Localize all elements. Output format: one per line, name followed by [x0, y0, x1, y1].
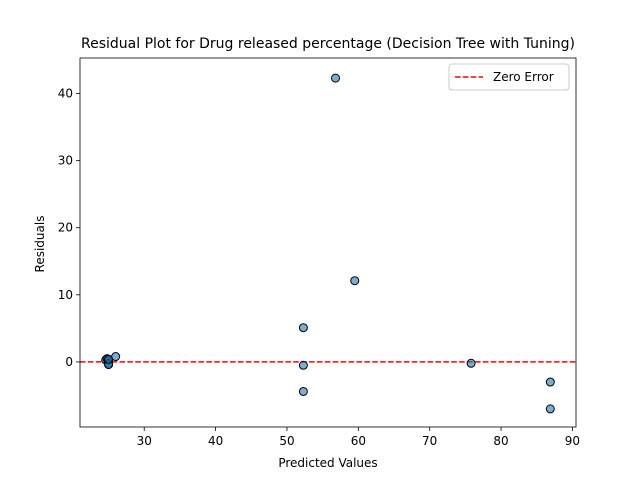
x-tick-label: 50 [279, 434, 294, 448]
data-point [545, 377, 555, 387]
y-tick-label: 40 [58, 87, 73, 101]
x-axis-label: Predicted Values [278, 456, 377, 470]
data-point [111, 352, 121, 362]
x-tick-label: 30 [137, 434, 152, 448]
x-tick-label: 70 [422, 434, 437, 448]
y-tick-label: 30 [58, 154, 73, 168]
legend-box [448, 63, 570, 91]
data-point [466, 358, 476, 368]
plot-frame [79, 57, 577, 428]
x-tick-label: 60 [351, 434, 366, 448]
y-tick-label: 20 [58, 221, 73, 235]
legend: Zero Error [448, 63, 570, 91]
plot-area: 30 40 50 60 70 80 90 0 10 20 30 40 [58, 57, 580, 448]
data-point [298, 386, 308, 396]
data-point [330, 73, 340, 83]
y-tick-label: 10 [58, 288, 73, 302]
data-point [545, 404, 555, 414]
y-tick-label: 0 [65, 355, 73, 369]
x-tick-label: 90 [565, 434, 580, 448]
data-point [350, 276, 360, 286]
data-point [298, 360, 308, 370]
legend-label-zero-error: Zero Error [493, 70, 554, 84]
y-axis-label: Residuals [33, 216, 47, 273]
data-point [298, 323, 308, 333]
x-tick-label: 40 [208, 434, 223, 448]
chart-title: Residual Plot for Drug released percenta… [81, 36, 575, 52]
x-tick-label: 80 [493, 434, 508, 448]
